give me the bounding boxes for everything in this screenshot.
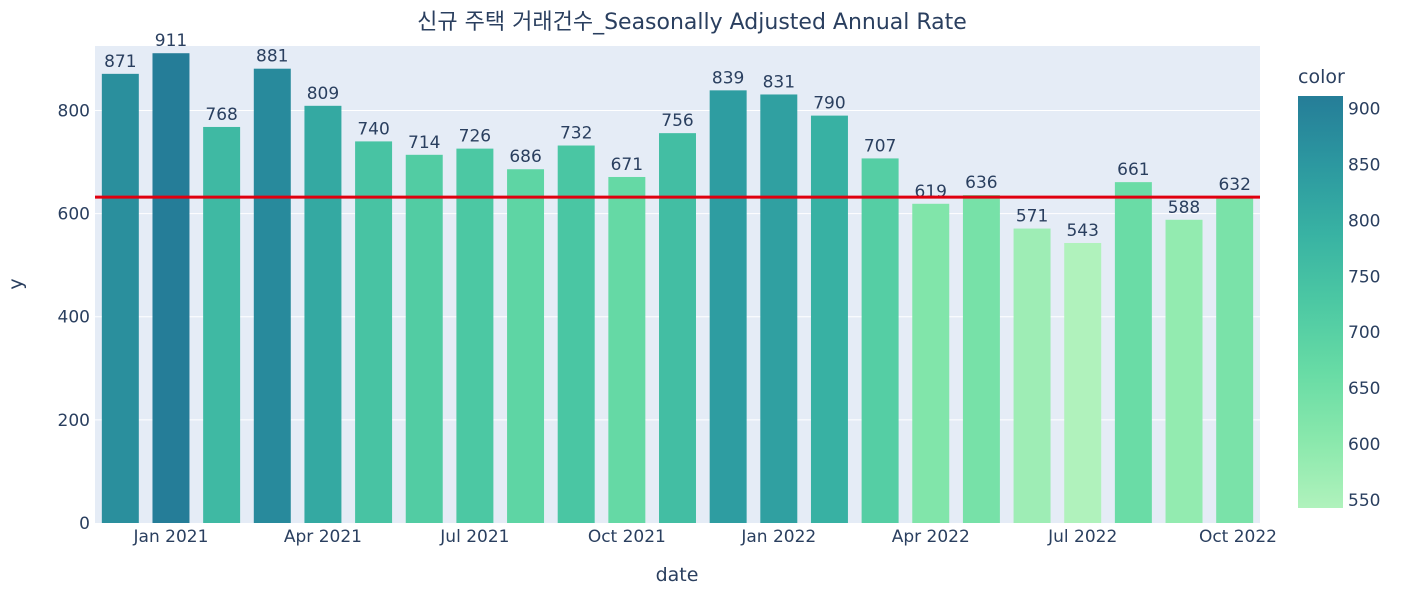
- bar-value-label: 707: [864, 136, 896, 156]
- bar: [1216, 197, 1254, 524]
- bars: [101, 53, 1254, 524]
- colorbar-tick-label: 750: [1348, 267, 1380, 287]
- colorbar-tick-label: 550: [1348, 491, 1380, 511]
- bar: [659, 133, 696, 524]
- colorbar-tick-label: 900: [1348, 99, 1380, 119]
- bar: [253, 68, 291, 523]
- bar-value-label: 911: [155, 31, 187, 51]
- bar: [760, 94, 798, 523]
- bar-value-label: 543: [1066, 221, 1098, 241]
- bar-value-label: 871: [104, 52, 136, 72]
- bar-value-label: 839: [712, 68, 744, 88]
- x-tick-label: Jul 2022: [1047, 527, 1117, 547]
- bar-value-label: 714: [408, 133, 440, 153]
- bar-value-label: 740: [357, 119, 389, 139]
- y-axis-title: y: [5, 278, 27, 289]
- colorbar-tick-label: 650: [1348, 379, 1380, 399]
- bar-value-label: 790: [813, 94, 845, 114]
- x-tick-label: Oct 2021: [588, 527, 666, 547]
- bar: [456, 148, 494, 524]
- bar: [304, 105, 342, 524]
- colorbar-title: color: [1298, 66, 1345, 88]
- x-tick-label: Jul 2021: [439, 527, 509, 547]
- y-axis-ticks: 0 200 400 600 800: [58, 101, 90, 534]
- bar-labels: 871 911 768 881 809 740 714 726 686 732 671 756 839 8…: [104, 31, 1251, 241]
- bar-value-label: 632: [1218, 175, 1250, 195]
- colorbar: [1298, 96, 1343, 508]
- bar: [912, 203, 950, 523]
- bar: [608, 176, 646, 523]
- colorbar-tick-label: 600: [1348, 435, 1380, 455]
- x-tick-label: Apr 2021: [284, 527, 362, 547]
- bar-value-label: 809: [307, 84, 339, 104]
- bar-value-label: 732: [560, 124, 592, 144]
- bar: [507, 169, 545, 523]
- y-tick-label: 200: [58, 411, 90, 431]
- bar: [962, 195, 1000, 523]
- bar: [1114, 182, 1152, 524]
- y-tick-label: 0: [79, 514, 90, 534]
- bar-value-label: 588: [1168, 198, 1200, 218]
- colorbar-ticks: 550 600 650 700 750 800 850 900: [1348, 99, 1380, 511]
- bar: [1064, 242, 1102, 524]
- bar-value-label: 661: [1117, 160, 1149, 180]
- bar-value-label: 619: [915, 182, 947, 202]
- bar-value-label: 571: [1016, 207, 1048, 227]
- x-axis-ticks: Jan 2021 Apr 2021 Jul 2021 Oct 2021 Jan 2022…: [133, 527, 1277, 547]
- colorbar-tick-label: 850: [1348, 155, 1380, 175]
- bar: [152, 53, 190, 524]
- x-tick-label: Jan 2021: [133, 527, 209, 547]
- colorbar-tick-label: 700: [1348, 323, 1380, 343]
- y-tick-label: 600: [58, 205, 90, 225]
- x-tick-label: Oct 2022: [1199, 527, 1277, 547]
- x-tick-label: Jan 2022: [740, 527, 816, 547]
- chart-title: 신규 주택 거래건수_Seasonally Adjusted Annual Ra…: [417, 10, 967, 35]
- bar: [557, 145, 595, 524]
- bar: [861, 158, 899, 523]
- y-tick-label: 800: [58, 101, 90, 121]
- bar: [810, 115, 848, 524]
- x-tick-label: Apr 2022: [892, 527, 970, 547]
- bar: [709, 90, 747, 523]
- x-axis-title: date: [656, 564, 699, 586]
- bar-value-label: 831: [763, 72, 795, 92]
- bar-value-label: 671: [611, 155, 643, 175]
- bar-value-label: 768: [205, 105, 237, 125]
- bar-value-label: 756: [661, 111, 693, 131]
- bar-value-label: 636: [965, 173, 997, 193]
- bar: [101, 73, 139, 523]
- bar: [405, 154, 443, 524]
- bar: [1165, 219, 1203, 523]
- bar-value-label: 686: [509, 147, 541, 167]
- bar-value-label: 726: [459, 127, 491, 147]
- bar: [203, 126, 241, 523]
- bar-value-label: 881: [256, 47, 288, 67]
- y-tick-label: 400: [58, 308, 90, 328]
- bar: [355, 141, 393, 523]
- colorbar-tick-label: 800: [1348, 211, 1380, 231]
- bar: [1013, 228, 1051, 523]
